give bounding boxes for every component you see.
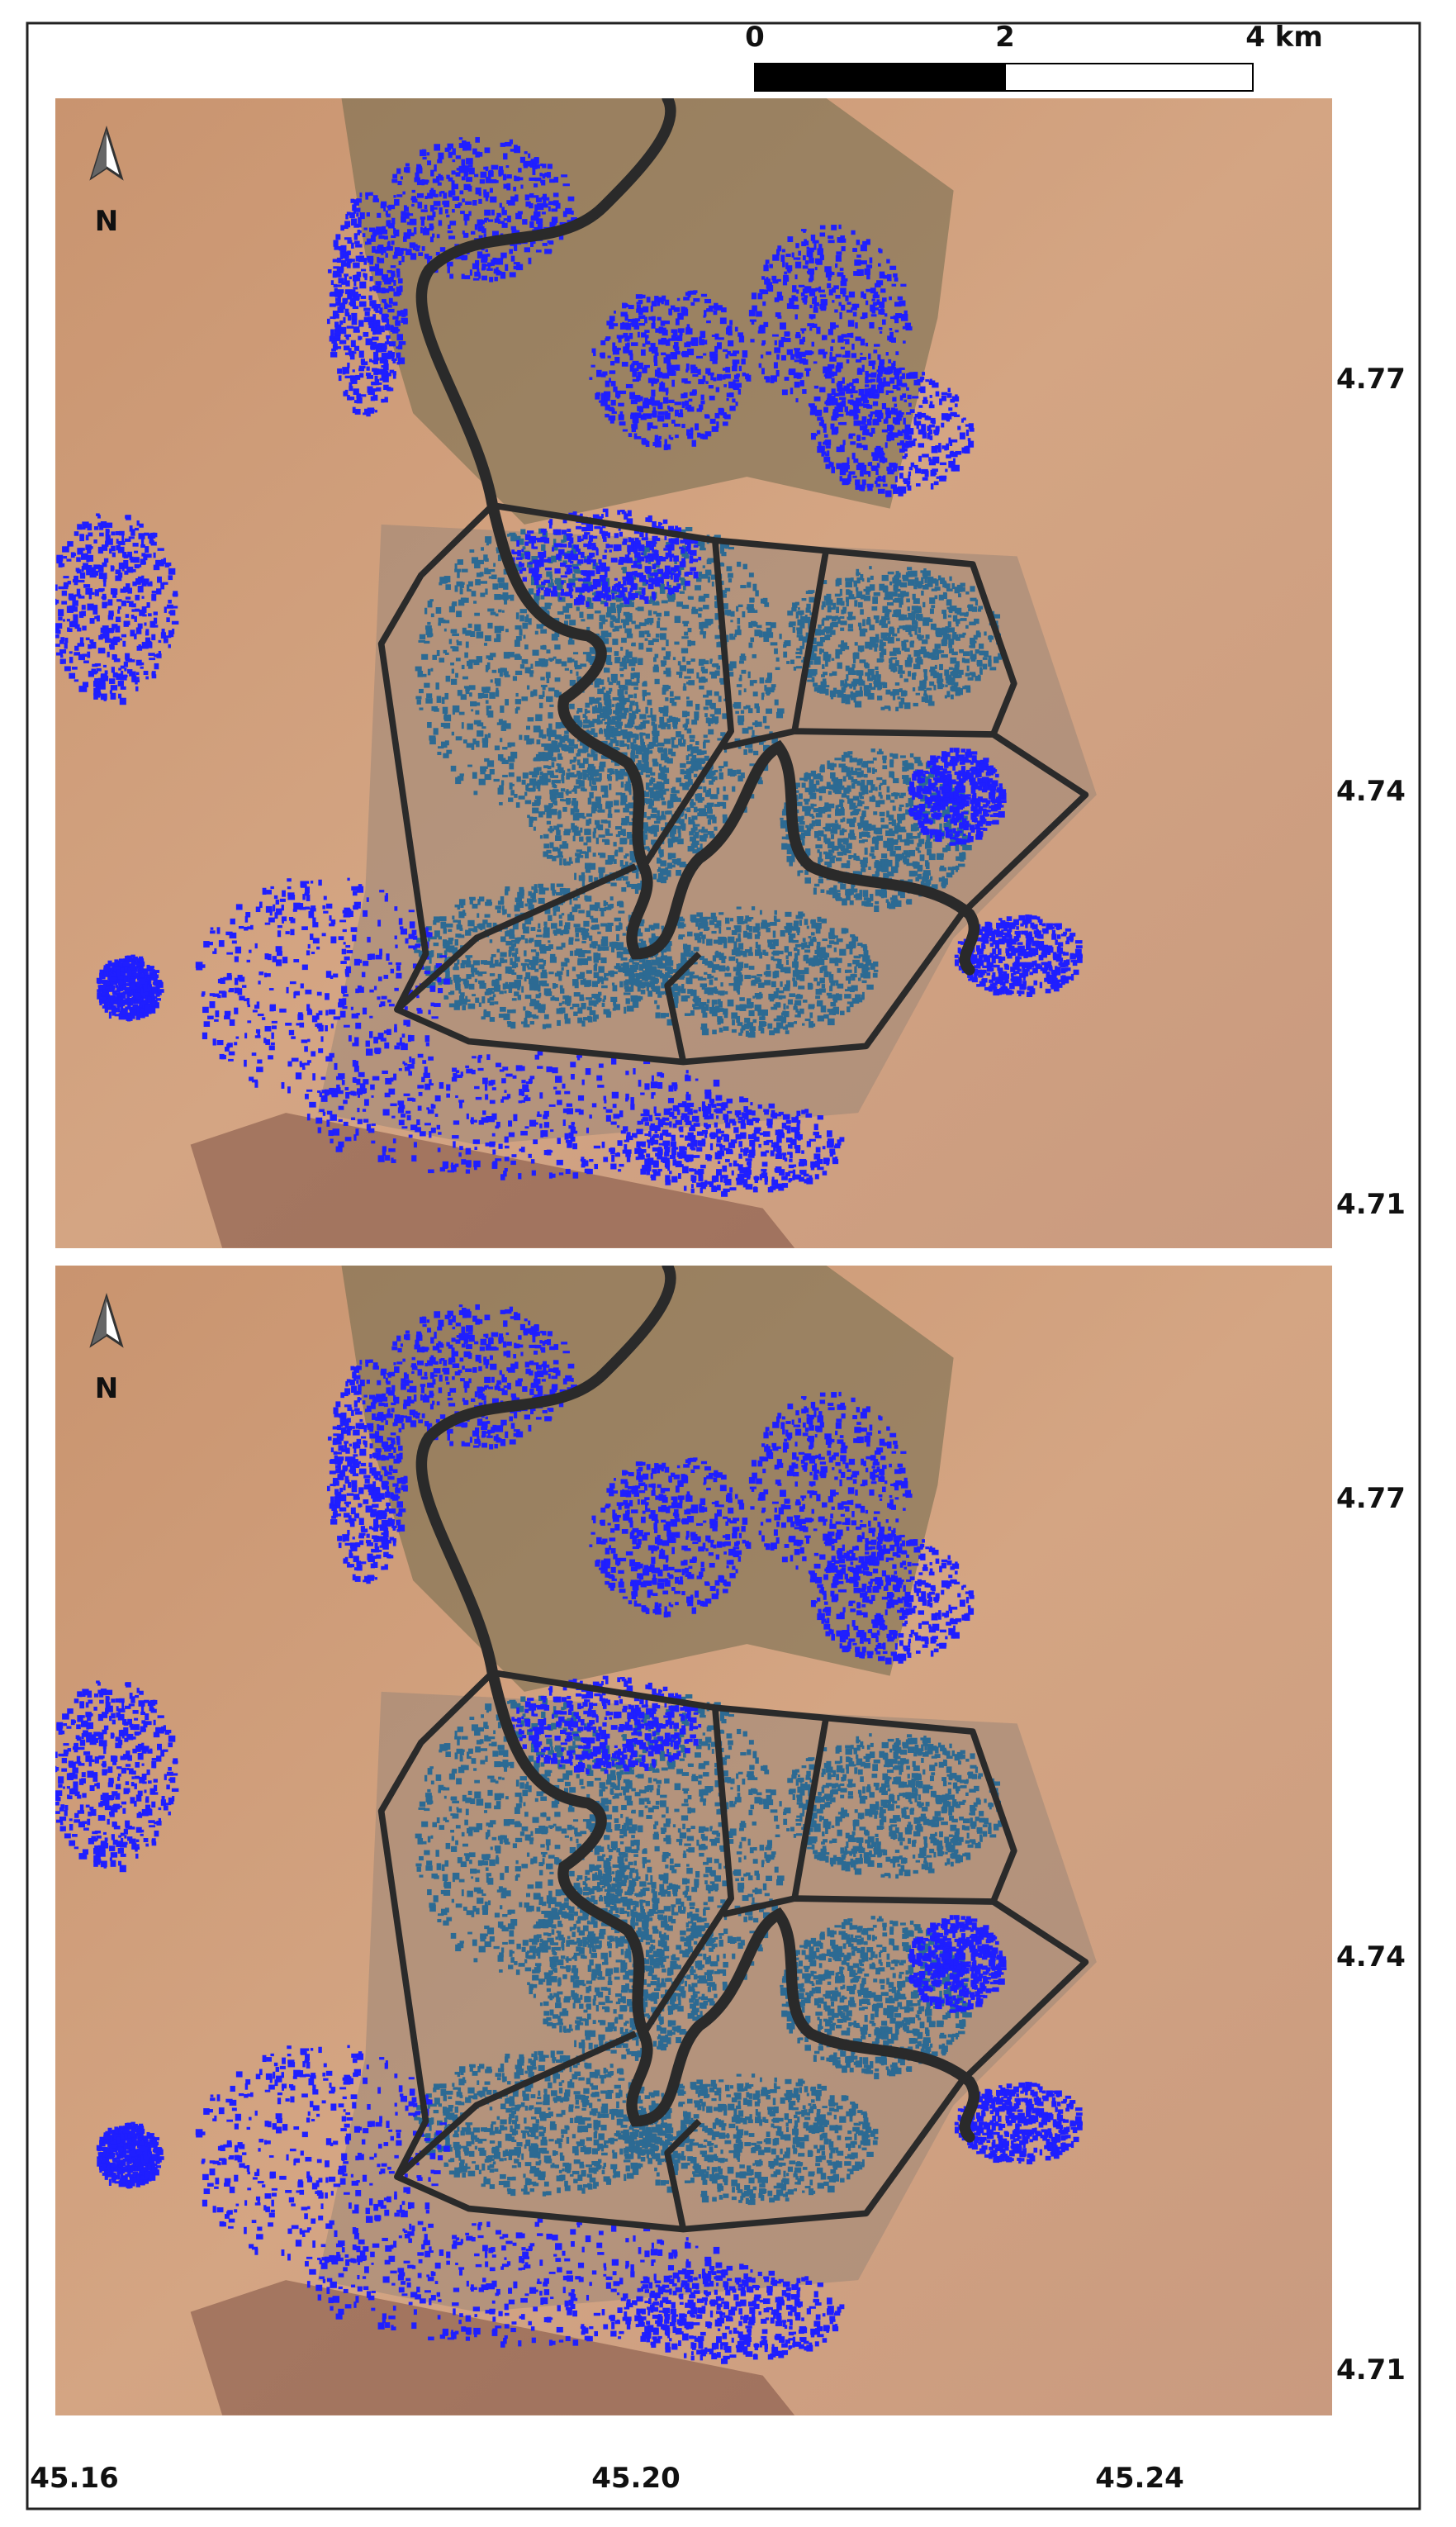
scale-label: 4 km [1245,21,1323,54]
scale-label: 0 [745,21,765,54]
scale-segment [754,63,1006,92]
lat-label: 4.71 [1336,1188,1406,1221]
scale-segment [1004,63,1254,92]
lat-label: 4.74 [1336,1940,1406,1974]
north-label: N [95,1372,118,1405]
lat-label: 4.71 [1336,2354,1406,2387]
frame [26,21,1421,2510]
north-label: N [95,205,118,238]
lon-label: 45.24 [1095,2462,1184,2495]
lon-label: 45.16 [30,2462,119,2495]
map-panel: N [48,98,1332,1248]
scale-label: 2 [995,21,1015,54]
lat-label: 4.77 [1336,363,1406,396]
scale-bar: 0 2 4 km [745,21,1323,92]
map-panel: N [48,1266,1332,2415]
lat-label: 4.77 [1336,1482,1406,1515]
lon-label: 45.20 [591,2462,681,2495]
lat-label: 4.74 [1336,775,1406,808]
